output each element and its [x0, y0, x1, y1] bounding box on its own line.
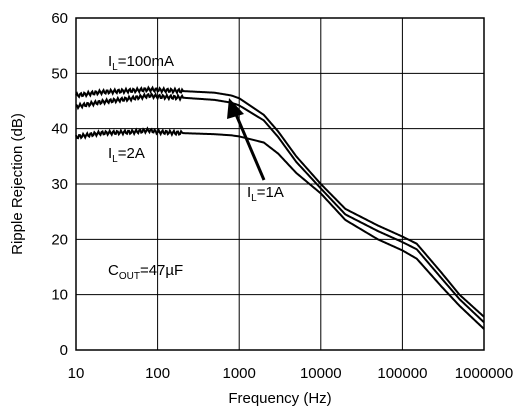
x-axis-label: Frequency (Hz) [228, 390, 331, 407]
y-tick-label: 60 [51, 10, 68, 27]
x-tick-labels: 10 100 1000 10000 100000 1000000 [68, 365, 514, 382]
label-il-2a-sub: L [112, 154, 118, 165]
y-tick-label: 40 [51, 121, 68, 138]
label-il-1a-suffix: =1A [257, 184, 284, 201]
label-il-2a-prefix: I [108, 145, 112, 162]
y-axis-label: Ripple Rejection (dB) [9, 113, 26, 255]
x-tick-label: 1000000 [455, 365, 513, 382]
x-tick-label: 1000 [223, 365, 256, 382]
label-il-2a: IL=2A [108, 145, 145, 165]
x-tick-label: 100000 [377, 365, 427, 382]
label-il-2a-suffix: =2A [118, 145, 145, 162]
y-tick-label: 10 [51, 287, 68, 304]
x-tick-label: 100 [145, 365, 170, 382]
label-cout-sub: OUT [119, 271, 140, 282]
label-il-100ma-suffix: =100mA [118, 53, 174, 70]
y-tick-label: 0 [60, 342, 68, 359]
il-1a-arrow [227, 98, 266, 181]
label-cout-prefix: C [108, 262, 119, 279]
series-line-1 [75, 85, 485, 318]
series-line-3 [75, 126, 485, 330]
label-il-1a: IL=1A [247, 184, 284, 204]
y-tick-label: 50 [51, 65, 68, 82]
label-il-100ma-prefix: I [108, 53, 112, 70]
il-1a-arrow-head [227, 98, 244, 119]
series-line-2 [75, 91, 485, 324]
label-il-100ma-sub: L [112, 62, 118, 73]
label-cout-suffix: =47µF [140, 262, 183, 279]
y-tick-label: 30 [51, 176, 68, 193]
series-layer [75, 85, 485, 330]
label-il-100ma: IL=100mA [108, 53, 174, 73]
y-tick-label: 20 [51, 231, 68, 248]
label-il-1a-prefix: I [247, 184, 251, 201]
plot-frame [75, 17, 485, 351]
x-tick-label: 10000 [300, 365, 342, 382]
y-tick-labels: 0 10 20 30 40 50 60 [51, 10, 68, 359]
label-il-1a-sub: L [251, 193, 257, 204]
il-1a-arrow-shaft [233, 111, 266, 181]
gridlines [75, 17, 485, 351]
x-tick-label: 10 [68, 365, 85, 382]
label-cout: COUT=47µF [108, 262, 183, 282]
